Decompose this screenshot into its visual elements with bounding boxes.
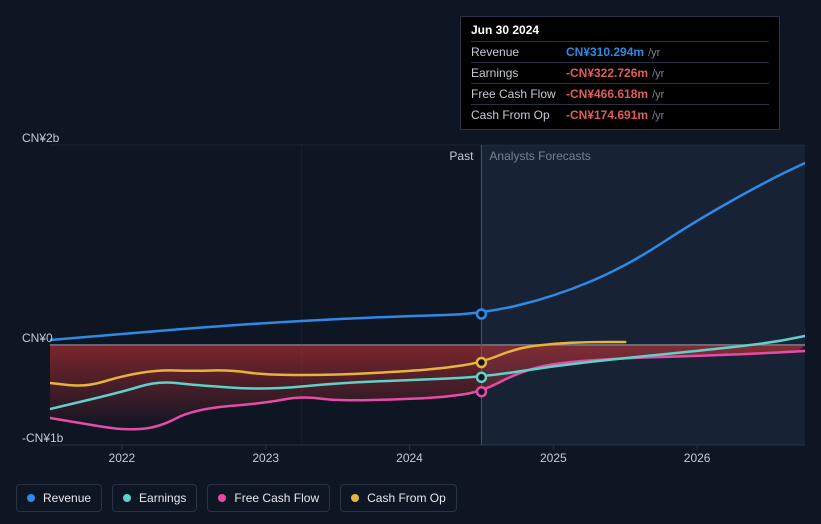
x-axis-tick-label: 2025 xyxy=(540,451,567,465)
y-axis-tick-label: CN¥2b xyxy=(22,131,59,145)
tooltip-date: Jun 30 2024 xyxy=(471,23,769,41)
legend-dot-icon xyxy=(123,494,131,502)
tooltip-value: -CN¥466.618m xyxy=(566,87,648,101)
data-tooltip: Jun 30 2024 Revenue CN¥310.294m /yr Earn… xyxy=(460,16,780,130)
x-axis-tick-label: 2022 xyxy=(109,451,136,465)
tooltip-row-fcf: Free Cash Flow -CN¥466.618m /yr xyxy=(471,83,769,104)
tooltip-row-earnings: Earnings -CN¥322.726m /yr xyxy=(471,62,769,83)
tooltip-value: CN¥310.294m xyxy=(566,45,644,59)
legend-item-cash_from_op[interactable]: Cash From Op xyxy=(340,484,457,512)
legend-item-revenue[interactable]: Revenue xyxy=(16,484,102,512)
legend-label: Earnings xyxy=(139,491,186,505)
tooltip-unit: /yr xyxy=(652,89,664,101)
chart-legend: Revenue Earnings Free Cash Flow Cash From O… xyxy=(16,484,457,512)
tooltip-label: Revenue xyxy=(471,45,566,59)
legend-item-free_cash_flow[interactable]: Free Cash Flow xyxy=(207,484,330,512)
legend-dot-icon xyxy=(27,494,35,502)
tooltip-row-cfo: Cash From Op -CN¥174.691m /yr xyxy=(471,104,769,125)
legend-item-earnings[interactable]: Earnings xyxy=(112,484,197,512)
financial-forecast-chart: Past Analysts Forecasts Jun 30 2024 Reve… xyxy=(0,0,821,524)
x-axis-tick-label: 2026 xyxy=(684,451,711,465)
y-axis-tick-label: -CN¥1b xyxy=(22,431,63,445)
tooltip-label: Earnings xyxy=(471,66,566,80)
legend-label: Cash From Op xyxy=(367,491,446,505)
tooltip-value: -CN¥322.726m xyxy=(566,66,648,80)
legend-label: Revenue xyxy=(43,491,91,505)
legend-label: Free Cash Flow xyxy=(234,491,319,505)
tooltip-value: -CN¥174.691m xyxy=(566,108,648,122)
tooltip-label: Cash From Op xyxy=(471,108,566,122)
tooltip-unit: /yr xyxy=(652,68,664,80)
tooltip-unit: /yr xyxy=(648,47,660,59)
x-axis-tick-label: 2024 xyxy=(396,451,423,465)
legend-dot-icon xyxy=(351,494,359,502)
y-axis-tick-label: CN¥0 xyxy=(22,331,53,345)
tooltip-label: Free Cash Flow xyxy=(471,87,566,101)
tooltip-row-revenue: Revenue CN¥310.294m /yr xyxy=(471,41,769,62)
x-axis-tick-label: 2023 xyxy=(252,451,279,465)
past-section-label: Past xyxy=(449,149,473,163)
forecast-section-label: Analysts Forecasts xyxy=(489,149,590,163)
legend-dot-icon xyxy=(218,494,226,502)
tooltip-unit: /yr xyxy=(652,110,664,122)
